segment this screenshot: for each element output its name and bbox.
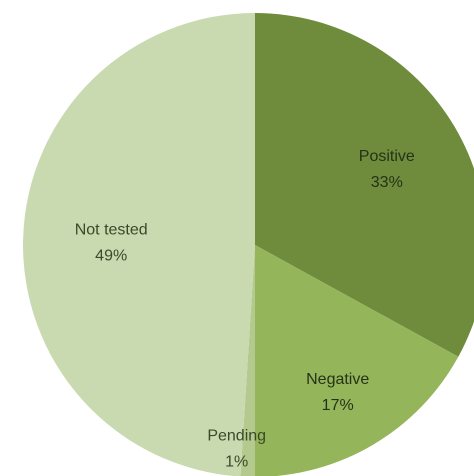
- pie-label-positive: Positive 33%: [359, 148, 415, 191]
- pie-label-value: 17%: [322, 397, 354, 414]
- pie-slice-pending: [240, 245, 255, 476]
- pie-label-value: 1%: [225, 453, 248, 470]
- pie-label-not-tested: Not tested 49%: [75, 222, 148, 265]
- pie-label-name: Negative: [306, 371, 369, 388]
- pie-slice-positive: [255, 13, 474, 357]
- pie-labels: Positive 33% Negative 17% Pending 1% Not teste…: [75, 148, 415, 470]
- pie-label-name: Not tested: [75, 222, 148, 239]
- pie-slice-negative: [255, 245, 459, 476]
- pie-label-pending: Pending 1%: [207, 427, 266, 470]
- pie-label-value: 49%: [95, 248, 127, 265]
- pie-label-negative: Negative 17%: [306, 371, 369, 414]
- pie-label-name: Pending: [207, 427, 266, 444]
- pie-label-value: 33%: [371, 174, 403, 191]
- pie-slice-not-tested: [23, 13, 255, 476]
- pie-label-name: Positive: [359, 148, 415, 165]
- pie-slices: [23, 13, 474, 476]
